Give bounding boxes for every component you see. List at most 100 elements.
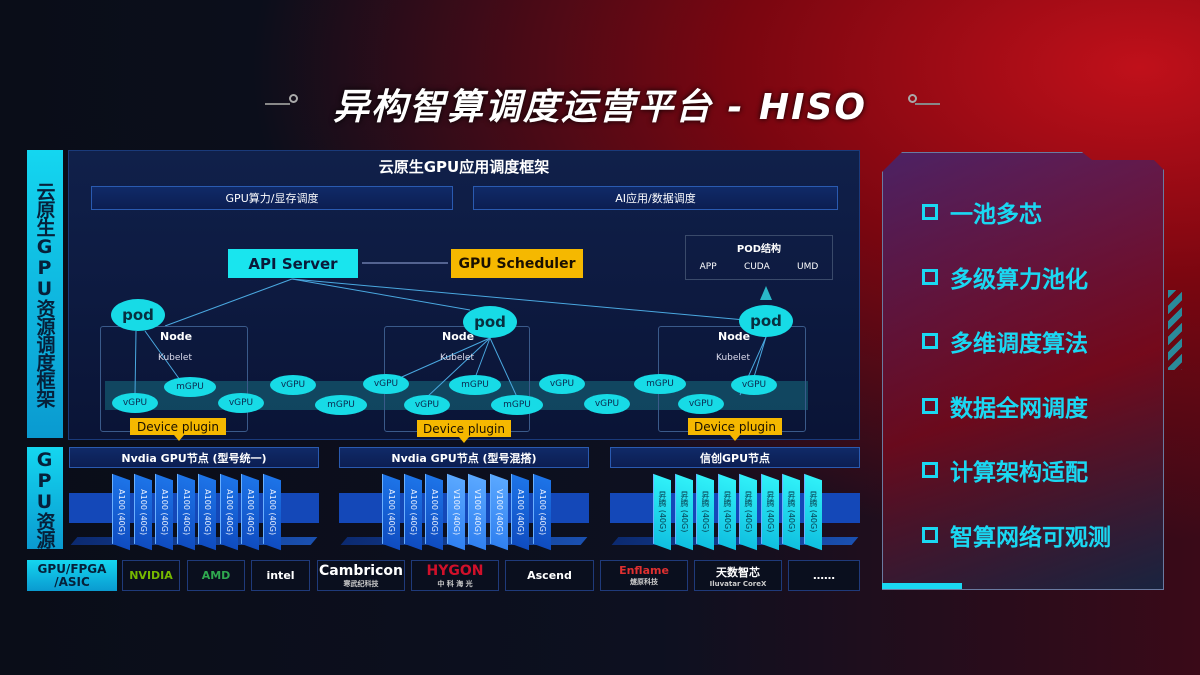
vendor-name: intel — [266, 569, 295, 582]
ai-data-scheduling: AI应用/数据调度 — [473, 186, 838, 210]
gpu-node-title: Nvdia GPU节点 (型号混搭) — [339, 447, 589, 468]
gpu-chip-label: A100 (40G) — [203, 489, 212, 536]
gpu-chip-label: 昇腾 (40G) — [765, 491, 775, 533]
gpu-chip: A100 (40G) — [198, 473, 216, 551]
gpu-chip-label: 昇腾 (40G) — [679, 491, 689, 533]
feature-item: 一池多芯 — [922, 195, 1042, 229]
device-plugin: Device plugin — [130, 418, 226, 435]
gpu-chip: A100 (40G) — [219, 473, 238, 551]
gpu-node-title: Nvdia GPU节点 (型号统一) — [69, 447, 319, 468]
title-deco-dot — [289, 94, 298, 103]
checkbox-icon — [922, 268, 938, 285]
title-deco-line — [915, 103, 940, 105]
pod-structure-title: POD结构 — [736, 244, 782, 255]
gpu-chip-label: A100 (40G) — [117, 489, 126, 536]
gpu-instance: vGPU — [731, 375, 777, 395]
kubelet-label: Kubelet — [158, 353, 192, 363]
feature-label: 计算架构适配 — [950, 460, 1088, 486]
device-plugin: Device plugin — [417, 420, 511, 437]
gpu-chip-label: V100 (40G) — [451, 489, 461, 536]
node-label: Node — [442, 330, 475, 343]
feature-item: 多维调度算法 — [922, 324, 1088, 358]
pod: pod — [111, 299, 165, 331]
vendor-subname: 燧原科技 — [630, 578, 658, 586]
pod-item: APP — [699, 262, 717, 272]
arrow-up-icon — [760, 286, 772, 300]
title-deco-line — [265, 103, 290, 105]
gpu-chip: A100 (40G) — [262, 473, 281, 551]
gpu-chip-label: A100 (40G) — [516, 489, 525, 536]
gpu-chip-label: 昇腾 (40G) — [722, 491, 732, 533]
api-server: API Server — [228, 249, 358, 278]
vendor-name: Cambricon — [319, 562, 403, 579]
feature-label: 多级算力池化 — [950, 266, 1088, 293]
node-label: Node — [718, 330, 751, 343]
vendor-logo-enflame: Enflame 燧原科技 — [600, 560, 688, 591]
feature-label: 多维调度算法 — [950, 331, 1088, 357]
gpu-chip-label: 昇腾 (40G) — [744, 491, 753, 533]
gpu-chip: 昇腾 (40G) — [803, 473, 822, 551]
vendor-name: NVIDIA — [129, 569, 173, 582]
feature-label: 一池多芯 — [950, 202, 1042, 228]
feature-label: 智算网络可观测 — [950, 524, 1111, 551]
kubelet-label: Kubelet — [440, 353, 474, 363]
checkbox-icon — [922, 204, 938, 220]
gpu-instance: vGPU — [112, 393, 158, 413]
gpu-chip: 昇腾 (40G) — [717, 473, 736, 551]
gpu-chip: 昇腾 (40G) — [674, 473, 693, 551]
pod: pod — [739, 305, 793, 337]
gpu-chip-label: 昇腾 (40G) — [658, 491, 667, 533]
vendor-subname: 寒武纪科技 — [343, 579, 379, 588]
gpu-chip-label: A100 (40G) — [160, 489, 169, 536]
vendor-subname: Iluvatar CoreX — [709, 579, 767, 588]
vendor-name: Ascend — [527, 569, 572, 582]
gpu-instance: vGPU — [539, 374, 585, 394]
feature-label: 数据全网调度 — [950, 395, 1088, 422]
gpu-instance: vGPU — [584, 394, 630, 414]
gpu-node-title: 信创GPU节点 — [610, 447, 860, 468]
checkbox-icon — [922, 462, 938, 478]
gpu-instance: mGPU — [315, 395, 367, 415]
feature-item: 计算架构适配 — [922, 453, 1088, 487]
page-title: 异构智算调度运营平台 - HISO — [332, 87, 868, 128]
vendor-name: Enflame — [619, 564, 669, 577]
gpu-chip-label: A100 (40G) — [181, 489, 191, 536]
vendor-name: …… — [813, 569, 835, 582]
gpu-chip: 昇腾 (40G) — [782, 473, 800, 551]
node-label: Node — [160, 330, 193, 343]
title-deco-dot — [908, 94, 917, 103]
vendor-logo-ascend: Ascend — [505, 560, 594, 591]
gpu-instance: vGPU — [678, 394, 724, 414]
vendor-name: HYGON — [426, 562, 484, 579]
gpu-chip-label: A100 (40G) — [408, 489, 418, 536]
vendor-name: AMD — [201, 569, 231, 582]
gpu-chip: A100 (40G) — [403, 473, 422, 551]
vendor-logo-amd: AMD — [187, 560, 245, 591]
gpu-chip-label: A100 (40G) — [267, 489, 277, 536]
gpu-chip-label: A100 (40G) — [430, 489, 439, 536]
gpu-chip-label: A100 (40G) — [224, 489, 234, 536]
gpu-chip-label: A100 (40G) — [387, 489, 396, 536]
gpu-chip-label: A100 (40G) — [537, 489, 547, 536]
vendor-logo-cambricon: Cambricon 寒武纪科技 — [317, 560, 405, 591]
gpu-chip: A100 (40G) — [532, 473, 551, 551]
gpu-chip: A100 (40G) — [133, 473, 152, 551]
gpu-chip: V100 (40G) — [446, 473, 465, 551]
gpu-chip-label: V100 (40G) — [494, 489, 504, 536]
hw-label: GPU/FPGA /ASIC — [27, 560, 117, 591]
gpu-instance: vGPU — [404, 395, 450, 415]
framework-label: 云原生GPU资源调度框架 — [27, 150, 63, 438]
gpu-chip: A100 (40G) — [382, 473, 400, 551]
checkbox-icon — [922, 397, 938, 414]
vendor-subname: 中 科 海 光 — [437, 579, 473, 588]
gpu-chip: A100 (40G) — [176, 473, 195, 551]
gpu-instance: vGPU — [363, 374, 409, 394]
gpu-instance: vGPU — [218, 393, 264, 413]
pod-item: CUDA — [743, 262, 770, 272]
gpu-chip: 昇腾 (40G) — [760, 473, 779, 551]
deco-stripes — [1168, 290, 1182, 370]
resources-label: GPU资源 — [27, 447, 63, 549]
vendor-logo-……: …… — [788, 560, 860, 591]
gpu-instance: mGPU — [449, 375, 501, 395]
